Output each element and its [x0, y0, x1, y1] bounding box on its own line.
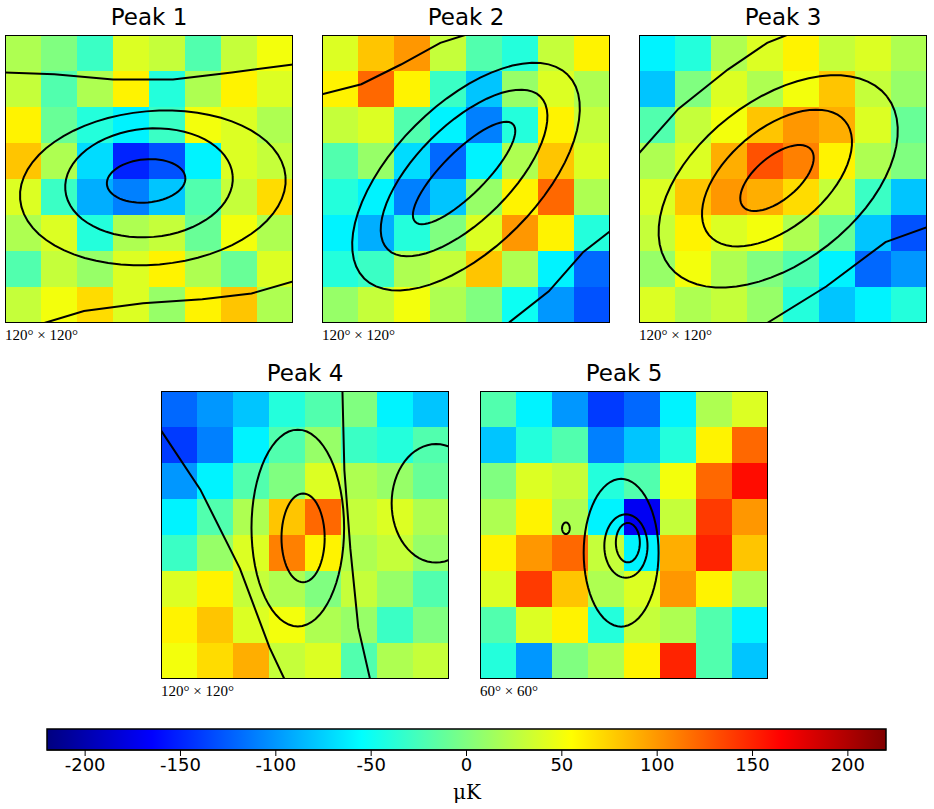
html-text:60° × 60°: 60° × 60° [480, 683, 538, 699]
html-text:Peak 4: Peak 4 [266, 360, 344, 386]
html-text:120° × 120°: 120° × 120° [5, 327, 78, 343]
svg-text:50: 50 [550, 754, 573, 775]
html-text:120° × 120°: 120° × 120° [322, 327, 395, 343]
html-text:Peak 1: Peak 1 [110, 4, 188, 30]
svg-text:200: 200 [831, 754, 865, 775]
html-text:Peak 3: Peak 3 [744, 4, 822, 30]
html-text:120° × 120°: 120° × 120° [639, 327, 712, 343]
svg-text:0: 0 [461, 754, 472, 775]
html-text:Peak 2: Peak 2 [427, 4, 505, 30]
svg-text:-150: -150 [160, 754, 201, 775]
svg-text:150: 150 [735, 754, 769, 775]
svg-text:100: 100 [640, 754, 674, 775]
svg-text:-50: -50 [356, 754, 385, 775]
html-text:Peak 5: Peak 5 [585, 360, 663, 386]
html-text:μK: μK [453, 780, 481, 804]
svg-text:-200: -200 [65, 754, 106, 775]
svg-text:-100: -100 [255, 754, 296, 775]
html-text:120° × 120°: 120° × 120° [161, 683, 234, 699]
